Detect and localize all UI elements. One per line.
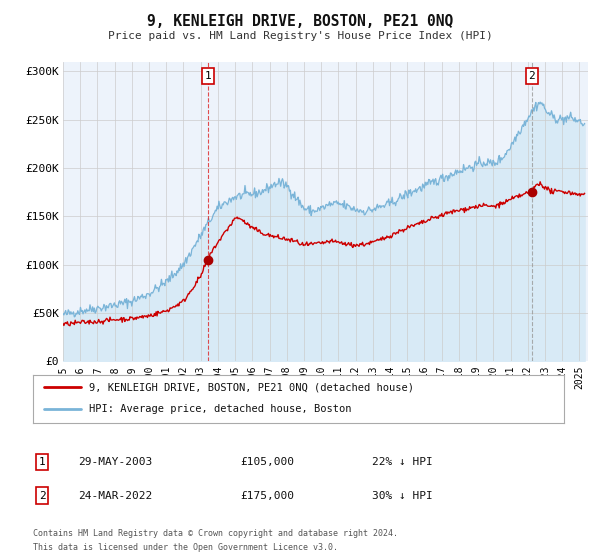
Text: 9, KENLEIGH DRIVE, BOSTON, PE21 0NQ (detached house): 9, KENLEIGH DRIVE, BOSTON, PE21 0NQ (det… — [89, 382, 414, 392]
Text: 30% ↓ HPI: 30% ↓ HPI — [372, 491, 433, 501]
Text: Contains HM Land Registry data © Crown copyright and database right 2024.: Contains HM Land Registry data © Crown c… — [33, 529, 398, 538]
Text: 24-MAR-2022: 24-MAR-2022 — [78, 491, 152, 501]
Text: 2: 2 — [529, 71, 535, 81]
Text: HPI: Average price, detached house, Boston: HPI: Average price, detached house, Bost… — [89, 404, 351, 414]
Text: £105,000: £105,000 — [240, 457, 294, 467]
Text: 1: 1 — [38, 457, 46, 467]
Text: 2: 2 — [38, 491, 46, 501]
Text: 22% ↓ HPI: 22% ↓ HPI — [372, 457, 433, 467]
Text: £175,000: £175,000 — [240, 491, 294, 501]
Text: This data is licensed under the Open Government Licence v3.0.: This data is licensed under the Open Gov… — [33, 543, 338, 552]
Text: 29-MAY-2003: 29-MAY-2003 — [78, 457, 152, 467]
Text: Price paid vs. HM Land Registry's House Price Index (HPI): Price paid vs. HM Land Registry's House … — [107, 31, 493, 41]
Text: 9, KENLEIGH DRIVE, BOSTON, PE21 0NQ: 9, KENLEIGH DRIVE, BOSTON, PE21 0NQ — [147, 14, 453, 29]
Text: 1: 1 — [205, 71, 211, 81]
